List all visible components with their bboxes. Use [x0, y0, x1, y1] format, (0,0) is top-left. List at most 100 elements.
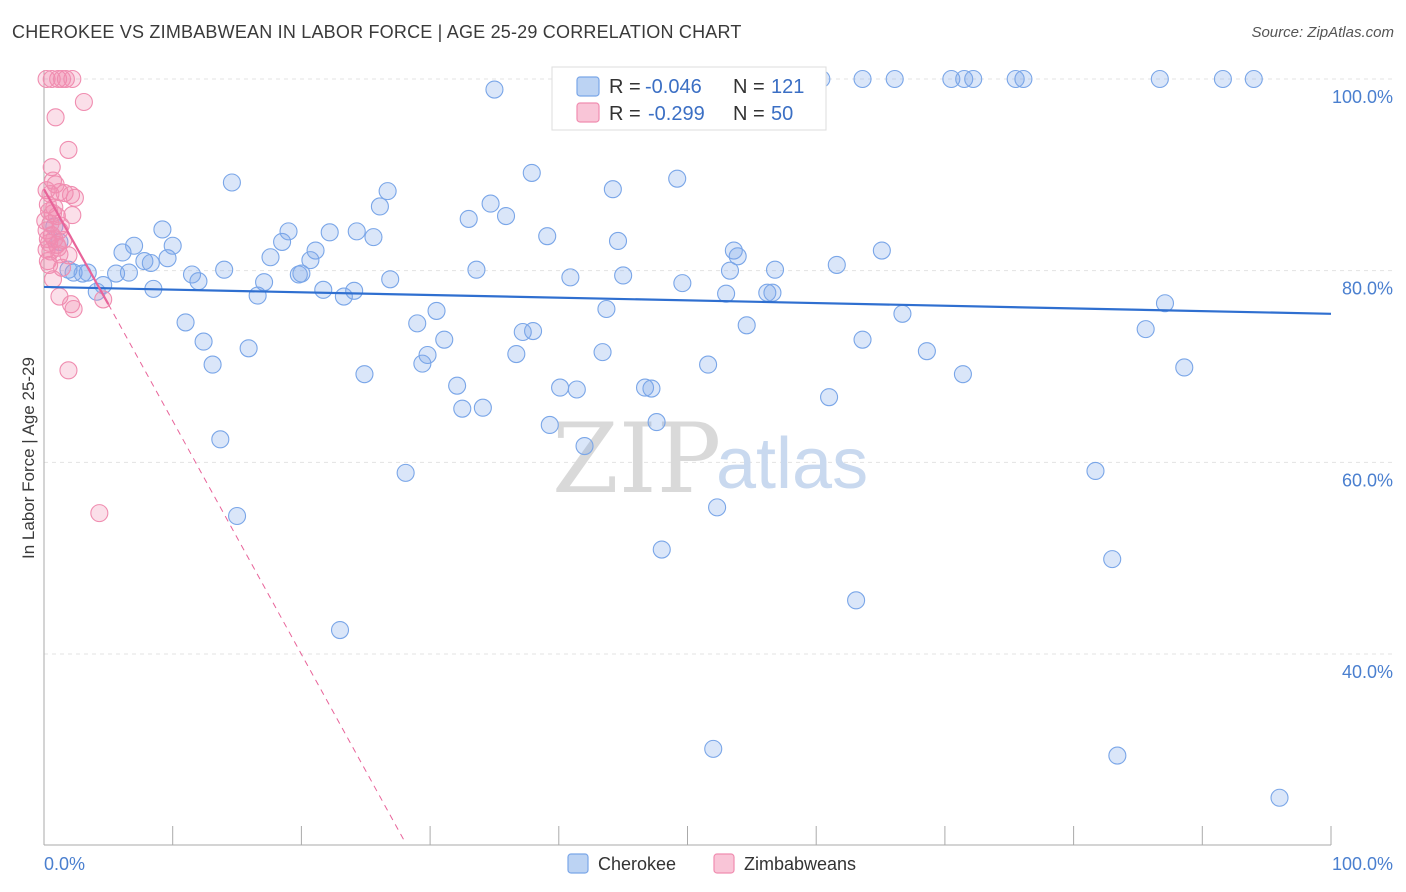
cherokee-point-56	[459, 209, 478, 228]
cherokee-point-86	[728, 247, 747, 266]
zimbabwean-point-6	[74, 92, 93, 112]
cherokee-point-90	[704, 739, 723, 758]
y-tick-label-80: 80.0%	[1342, 279, 1393, 299]
cherokee-point-62	[507, 344, 526, 364]
legend-r-label-cherokee: R =	[609, 76, 641, 98]
cherokee-point-61	[496, 206, 516, 226]
cherokee-point-11	[125, 236, 144, 255]
cherokee-point-76	[608, 231, 628, 251]
cherokee-point-122	[1213, 69, 1232, 89]
cherokee-point-101	[827, 255, 846, 274]
y-tick-label-40: 40.0%	[1342, 662, 1393, 682]
cherokee-point-123	[1244, 69, 1263, 89]
cherokee-point-44	[364, 228, 383, 247]
cherokee-point-48	[396, 463, 415, 482]
cherokee-point-124	[1270, 788, 1289, 807]
legend-swatch-zimbabweans	[576, 102, 600, 123]
cherokee-point-8	[107, 264, 126, 283]
bottom-legend: Cherokee Zimbabweans	[567, 853, 856, 874]
cherokee-point-49	[408, 314, 427, 333]
bottom-legend-label-cherokee: Cherokee	[598, 854, 676, 874]
cherokee-point-83	[673, 274, 692, 293]
cherokee-point-12	[135, 252, 154, 271]
cherokee-point-93	[720, 261, 740, 280]
cherokee-point-31	[273, 232, 292, 251]
cherokee-point-32	[279, 222, 298, 241]
cherokee-point-120	[1155, 294, 1175, 313]
zimbabwean-point-45	[61, 295, 81, 314]
legend-n-value-cherokee: 121	[771, 76, 804, 98]
zimbabwean-point-5	[63, 69, 82, 89]
zimbabwean-point-17	[65, 188, 84, 207]
cherokee-point-60	[485, 80, 504, 99]
cherokee-point-100	[820, 388, 839, 407]
zimbabwean-point-7	[46, 108, 65, 127]
zimbabwean-point-15	[55, 183, 74, 203]
cherokee-point-2	[59, 260, 78, 279]
x-axis-ticks	[43, 826, 1332, 845]
cherokee-point-57	[467, 260, 486, 279]
cherokee-point-46	[378, 182, 397, 201]
watermark: ZIP atlas	[552, 403, 868, 515]
legend-n-value-zimbabweans: 50	[771, 103, 793, 125]
cherokee-point-70	[567, 380, 586, 399]
legend-r-value-zimbabweans: -0.299	[648, 103, 705, 125]
zimbabwean-trend-line-extrapolated	[107, 303, 405, 842]
cherokee-point-26	[228, 506, 247, 526]
cherokee-point-104	[872, 241, 891, 260]
cherokee-point-17	[163, 236, 182, 255]
cherokee-point-89	[763, 283, 782, 302]
cherokee-point-34	[292, 264, 311, 283]
cherokee-point-116	[1103, 550, 1122, 569]
cherokee-point-73	[593, 343, 612, 362]
zimbabwean-point-8	[59, 140, 78, 159]
cherokee-point-80	[647, 413, 666, 432]
cherokee-point-74	[597, 299, 616, 319]
cherokee-point-30	[261, 248, 280, 267]
zimbabwean-point-43	[43, 270, 63, 289]
cherokee-point-117	[1108, 746, 1127, 765]
cherokee-trend-line	[43, 285, 1332, 315]
cherokee-point-69	[561, 268, 580, 287]
cherokee-point-21	[194, 332, 213, 351]
cherokee-point-36	[306, 241, 325, 260]
cherokee-point-87	[737, 316, 756, 335]
zimbabwean-trend-line	[43, 188, 110, 305]
chart-source: Source: ZipAtlas.com	[1251, 24, 1394, 41]
cherokee-point-92	[717, 284, 736, 303]
cherokee-point-103	[853, 330, 872, 349]
cherokee-point-18	[176, 313, 195, 332]
cherokee-point-78	[635, 378, 655, 397]
cherokee-point-108	[917, 342, 936, 361]
cherokee-point-50	[413, 354, 432, 373]
x-tick-label-min: 0.0%	[44, 854, 85, 874]
cherokee-point-43	[355, 365, 374, 384]
bottom-legend-swatch-cherokee	[567, 853, 589, 874]
trend-lines	[43, 188, 1332, 842]
zimbabwean-point-2	[49, 69, 68, 89]
cherokee-point-110	[942, 69, 961, 89]
cherokee-point-106	[893, 304, 912, 323]
cherokee-point-77	[614, 266, 633, 285]
watermark-zip: ZIP	[552, 403, 721, 515]
cherokee-point-15	[153, 220, 172, 239]
cherokee-point-94	[765, 260, 785, 279]
cherokee-point-29	[255, 273, 274, 292]
cherokee-point-107	[853, 69, 872, 89]
cherokee-point-109	[953, 365, 972, 384]
cherokee-point-52	[427, 301, 446, 320]
cherokee-point-115	[1086, 461, 1105, 481]
cherokee-point-53	[435, 330, 454, 349]
cherokee-point-79	[642, 379, 661, 398]
cherokee-point-113	[1014, 69, 1033, 89]
legend-n-label-zimbabweans: N =	[733, 103, 765, 125]
watermark-atlas: atlas	[716, 424, 868, 504]
legend-r-value-cherokee: -0.046	[645, 76, 702, 98]
legend-r-label-zimbabweans: R =	[609, 103, 641, 125]
zimbabwean-point-23	[63, 206, 82, 225]
cherokee-point-68	[551, 378, 570, 397]
cherokee-point-39	[330, 620, 350, 640]
bottom-legend-label-zimbabweans: Zimbabweans	[744, 854, 856, 874]
zimbabwean-point-9	[42, 158, 61, 177]
